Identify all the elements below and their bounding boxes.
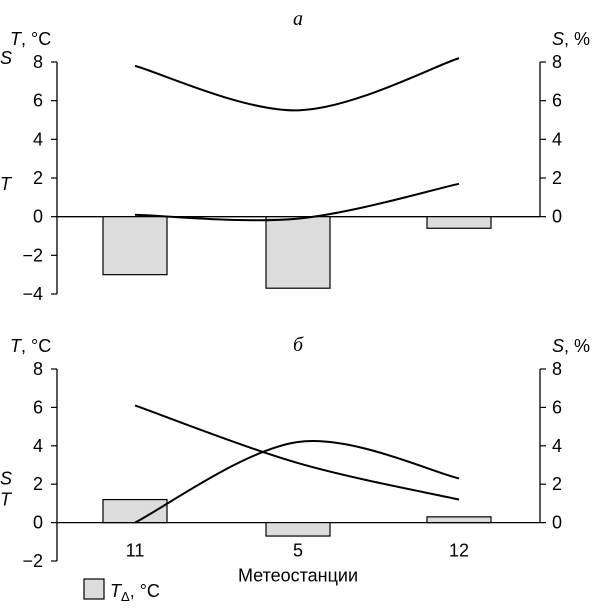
panel-title: б: [293, 334, 304, 356]
legend: TΔ, °C: [83, 578, 160, 604]
y-tick-label-left: 4: [33, 436, 43, 456]
y-tick-label-left: 6: [33, 91, 43, 111]
y-tick-label-left: 8: [33, 52, 43, 72]
bar: [426, 216, 492, 229]
y-tick-label-left: 8: [33, 359, 43, 379]
y-tick-label-right: 2: [552, 168, 562, 188]
series-label-s: S: [0, 48, 12, 68]
bar: [102, 216, 168, 276]
series-line-t: [134, 404, 460, 501]
bar: [265, 216, 331, 289]
y-tick-label-left: −2: [22, 245, 43, 265]
legend-symbol: T: [110, 581, 123, 601]
series-label-s: S: [0, 468, 12, 488]
y-tick-label-left: 0: [33, 513, 43, 533]
y-axis-label-right: S, %: [552, 336, 590, 356]
y-tick-label-left: −2: [22, 551, 43, 571]
bar: [426, 516, 492, 524]
y-axis-label-right-var: S: [552, 336, 564, 356]
y-tick-label-left: 2: [33, 168, 43, 188]
y-axis-label-right-var: S: [552, 29, 564, 49]
y-tick-label-left: 6: [33, 397, 43, 417]
y-axis-label-left-unit: , °C: [21, 29, 51, 49]
y-tick-label-left: 4: [33, 129, 43, 149]
y-axis-label-left: T, °C: [10, 336, 51, 356]
series-line-s: [134, 440, 460, 524]
legend-swatch: [83, 578, 105, 600]
y-axis-label-left-var: T: [10, 336, 23, 356]
y-axis-label-right-unit: , %: [564, 29, 590, 49]
bar: [102, 498, 168, 524]
y-tick-label-left: −4: [22, 284, 43, 304]
y-axis-label-right-unit: , %: [564, 336, 590, 356]
y-tick-label-right: 0: [552, 513, 562, 533]
y-tick-label-right: 4: [552, 436, 562, 456]
y-tick-label-right: 8: [552, 52, 562, 72]
y-tick-label-right: 0: [552, 207, 562, 227]
y-tick-label-left: 0: [33, 207, 43, 227]
y-axis-label-left-var: T: [10, 29, 23, 49]
x-tick-label: 11: [126, 541, 145, 561]
y-tick-label-right: 6: [552, 91, 562, 111]
y-tick-label-left: 2: [33, 474, 43, 494]
series-line-t: [134, 182, 460, 222]
y-tick-label-right: 8: [552, 359, 562, 379]
series-label-t: T: [0, 174, 13, 194]
y-tick-label-right: 4: [552, 129, 562, 149]
series-label-t: T: [0, 490, 13, 510]
panel-title: а: [293, 8, 303, 30]
bar: [265, 521, 331, 537]
y-tick-label-right: 2: [552, 474, 562, 494]
series-line-s: [134, 57, 460, 112]
x-tick-label: 5: [293, 541, 303, 561]
y-tick-label-right: 6: [552, 397, 562, 417]
x-axis-label: Метеостанции: [238, 566, 358, 586]
y-axis-label-left-unit: , °C: [21, 336, 51, 356]
y-axis-label-left: T, °C: [10, 29, 51, 49]
x-tick-label: 12: [449, 541, 469, 561]
legend-label: TΔ, °C: [110, 581, 160, 604]
legend-unit: , °C: [130, 581, 160, 601]
y-axis-label-right: S, %: [552, 29, 590, 49]
legend-subscript: Δ: [121, 589, 130, 604]
